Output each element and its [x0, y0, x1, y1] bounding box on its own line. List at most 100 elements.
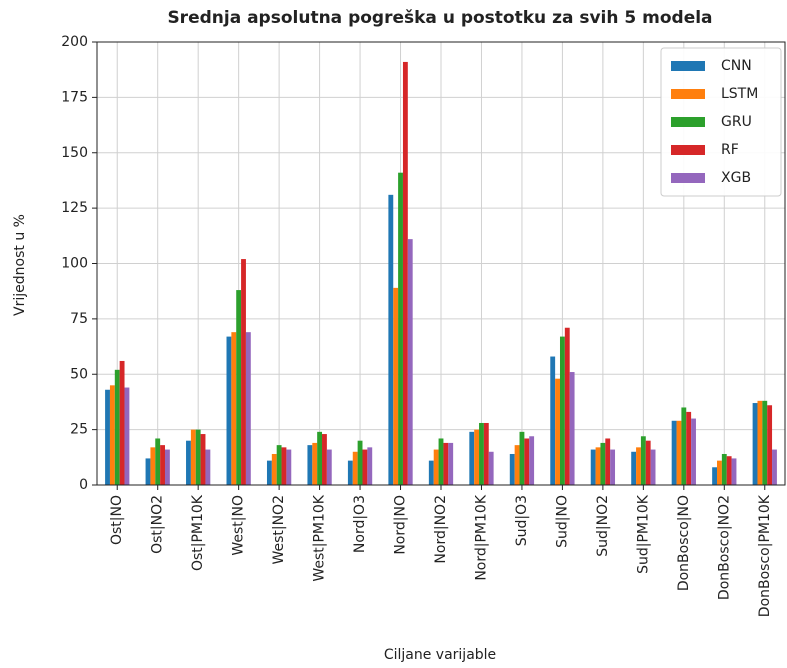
legend-label: XGB: [721, 170, 751, 186]
bar: [640, 436, 646, 485]
y-axis-label: Vrijednost u %: [12, 214, 28, 316]
x-tick-label: Sud|PM10K: [635, 494, 651, 574]
bar: [721, 453, 727, 485]
bar: [241, 259, 246, 485]
bar: [524, 438, 530, 485]
bar: [595, 447, 601, 485]
legend-label: CNN: [721, 58, 752, 74]
legend-box: [660, 47, 782, 197]
bar: [150, 447, 156, 485]
y-tick-label: 100: [61, 256, 88, 272]
bar: [155, 438, 161, 485]
bar: [347, 460, 353, 485]
x-tick-label: Sud|NO2: [595, 495, 611, 557]
bar: [236, 290, 242, 485]
x-tick-label: Ost|NO: [109, 495, 125, 545]
x-tick-label: Nord|NO2: [433, 495, 449, 564]
bar: [610, 449, 616, 485]
legend-swatch: [671, 89, 705, 99]
legend-swatch: [671, 173, 705, 183]
bar: [645, 440, 651, 485]
bar: [762, 400, 768, 485]
bar: [105, 389, 110, 485]
bar: [448, 442, 454, 485]
x-tick-label: Ost|PM10K: [190, 494, 206, 571]
bar: [559, 336, 565, 485]
bar: [119, 360, 125, 485]
bar: [266, 460, 272, 485]
chart-title: Srednja apsolutna pogreška u postotku za…: [167, 8, 712, 28]
bar: [519, 431, 525, 485]
bar: [650, 449, 656, 485]
bar: [367, 447, 373, 485]
bar: [114, 369, 120, 485]
bar: [245, 332, 251, 485]
y-tick-label: 125: [61, 200, 88, 216]
bar: [488, 451, 494, 485]
bar: [686, 411, 692, 485]
bar: [509, 453, 515, 485]
bar: [483, 422, 489, 485]
x-tick-label: DonBosco|NO: [676, 495, 692, 591]
y-tick-label: 50: [70, 366, 88, 382]
bar: [605, 438, 611, 485]
bar: [443, 442, 449, 485]
bar: [352, 451, 358, 485]
bar: [479, 422, 484, 485]
bar: [388, 194, 394, 485]
bar: [564, 327, 570, 485]
bar: [569, 372, 575, 485]
bar: [469, 431, 475, 485]
bar: [402, 61, 408, 486]
legend-label: LSTM: [721, 86, 758, 102]
bar: [109, 385, 115, 485]
bar: [195, 429, 201, 485]
bar: [186, 440, 191, 485]
x-axis-label: Ciljane varijable: [384, 647, 496, 663]
bar: [757, 400, 763, 485]
bar: [731, 458, 737, 485]
y-tick-label: 75: [70, 311, 88, 327]
bar: [322, 434, 327, 485]
bar: [767, 405, 773, 485]
x-tick-label: Nord|NO: [393, 495, 409, 555]
bar: [514, 445, 520, 485]
bar: [307, 445, 313, 485]
bar: [691, 418, 696, 485]
x-tick-label: DonBosco|NO2: [716, 495, 732, 600]
bar: [550, 356, 556, 485]
bar: [438, 438, 444, 485]
y-tick-label: 150: [61, 145, 88, 161]
bar: [681, 407, 687, 485]
bar: [712, 467, 718, 485]
bar: [726, 456, 732, 485]
bar: [190, 429, 196, 485]
bar: [428, 460, 434, 485]
bar: [555, 378, 560, 485]
bar: [362, 449, 368, 485]
bar: [529, 436, 535, 485]
bar: [590, 449, 596, 485]
x-tick-label: West|NO2: [271, 495, 287, 565]
bar: [676, 420, 682, 485]
bar: [271, 453, 277, 485]
bar: [205, 449, 211, 485]
legend-swatch: [671, 117, 705, 127]
bar: [357, 440, 363, 485]
bar: [286, 449, 292, 485]
legend-label: GRU: [721, 114, 752, 130]
bar: [281, 447, 287, 485]
x-tick-label: Sud|O3: [514, 495, 530, 546]
y-tick-label: 25: [70, 422, 88, 438]
bar: [398, 172, 403, 485]
bar: [407, 239, 413, 485]
bar: [631, 451, 637, 485]
bar: [160, 445, 165, 485]
x-tick-label: Nord|PM10K: [473, 494, 489, 580]
bar: [124, 387, 130, 485]
y-tick-label: 200: [61, 34, 88, 50]
bar: [326, 449, 332, 485]
x-tick-label: DonBosco|PM10K: [757, 494, 773, 617]
bar: [772, 449, 777, 485]
y-tick-label: 0: [79, 477, 88, 493]
